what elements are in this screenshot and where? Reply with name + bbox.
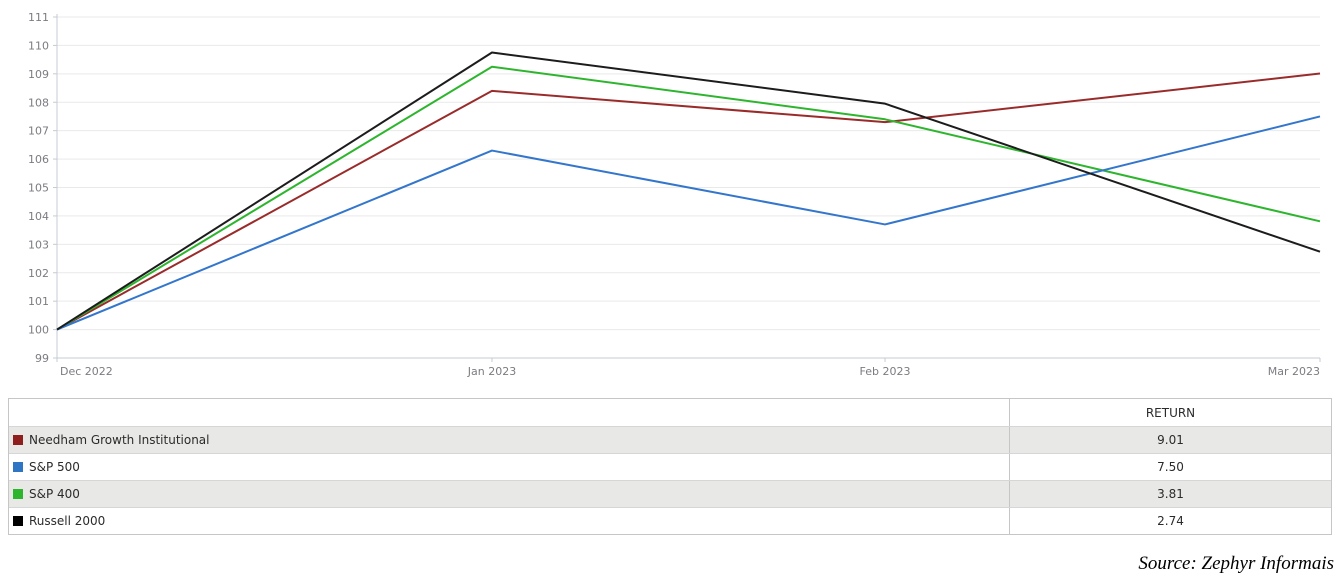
svg-text:110: 110 (28, 39, 49, 52)
svg-text:99: 99 (35, 352, 49, 365)
svg-text:Mar 2023: Mar 2023 (1268, 365, 1320, 378)
series-label: Russell 2000 (29, 514, 106, 528)
return-value: 2.74 (1009, 508, 1331, 534)
table-header-name (9, 399, 1009, 426)
svg-text:111: 111 (28, 11, 49, 24)
series-swatch (13, 462, 23, 472)
source-note: Source: Zephyr Informais (1138, 553, 1334, 574)
series-label: S&P 500 (29, 460, 80, 474)
chart-canvas: 99 100 101 102 103 104 105 106 107 108 109 110 111 De… (28, 11, 1321, 378)
series-line (56, 115, 1321, 331)
return-value: 9.01 (1009, 427, 1331, 453)
table-row: S&P 400 3.81 (9, 480, 1331, 507)
svg-text:Dec 2022: Dec 2022 (60, 365, 113, 378)
svg-text:106: 106 (28, 153, 49, 166)
table-row: Needham Growth Institutional 9.01 (9, 426, 1331, 453)
series-swatch (13, 435, 23, 445)
table-header-row: RETURN (9, 399, 1331, 426)
series-label: S&P 400 (29, 487, 80, 501)
svg-text:Jan 2023: Jan 2023 (467, 365, 516, 378)
table-header-return: RETURN (1009, 399, 1331, 426)
svg-text:103: 103 (28, 238, 49, 251)
svg-text:100: 100 (28, 324, 49, 337)
svg-text:109: 109 (28, 68, 49, 81)
performance-line-chart: 99 100 101 102 103 104 105 106 107 108 109 110 111 De… (28, 11, 1321, 378)
table-row: S&P 500 7.50 (9, 453, 1331, 480)
svg-text:107: 107 (28, 125, 49, 138)
svg-text:104: 104 (28, 210, 49, 223)
series-label: Needham Growth Institutional (29, 433, 210, 447)
table-row: Russell 2000 2.74 (9, 507, 1331, 534)
return-value: 3.81 (1009, 481, 1331, 507)
svg-text:101: 101 (28, 295, 49, 308)
svg-text:Feb 2023: Feb 2023 (860, 365, 911, 378)
svg-text:108: 108 (28, 96, 49, 109)
series-swatch (13, 516, 23, 526)
svg-text:105: 105 (28, 182, 49, 195)
return-value: 7.50 (1009, 454, 1331, 480)
series-swatch (13, 489, 23, 499)
returns-table: RETURN Needham Growth Institutional 9.01… (8, 398, 1332, 535)
svg-text:102: 102 (28, 267, 49, 280)
series-line (56, 72, 1321, 331)
series-line (56, 51, 1321, 331)
